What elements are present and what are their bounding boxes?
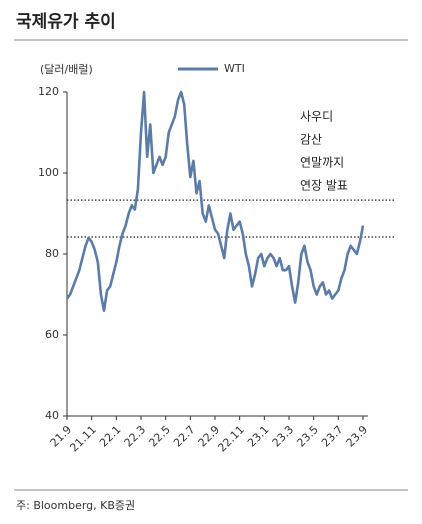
legend-label: WTI [224,62,245,75]
x-tick-label: 22.1 [97,423,124,450]
x-tick-label: 23.1 [245,423,272,450]
y-tick-label: 60 [45,328,59,341]
annotation: 연말까지 [300,156,344,170]
y-tick-label: 80 [45,247,59,260]
annotation: 감산 [300,133,322,147]
x-tick-label: 22.7 [171,423,198,450]
x-tick-label: 23.9 [344,423,371,450]
series-line [65,90,365,312]
source: 주: Bloomberg, KB증권 [16,499,135,512]
x-tick-label: 23.3 [270,423,297,450]
x-tick-label: 22.11 [215,423,246,454]
x-tick-label: 23.5 [294,423,321,450]
y-tick-label: 120 [38,85,59,98]
x-tick-label: 23.7 [319,423,346,450]
y-tick-label: 40 [45,409,59,422]
annotation: 연장 발표 [300,179,348,193]
annotation: 사우디 [300,110,333,124]
chart-title: 국제유가 추이 [16,12,116,32]
x-tick-label: 22.5 [146,423,173,450]
y-tick-label: 100 [38,166,59,179]
x-tick-label: 21.11 [67,423,98,454]
x-tick-label: 22.3 [122,423,149,450]
y-axis-label: (달러/배럴) [40,63,93,76]
